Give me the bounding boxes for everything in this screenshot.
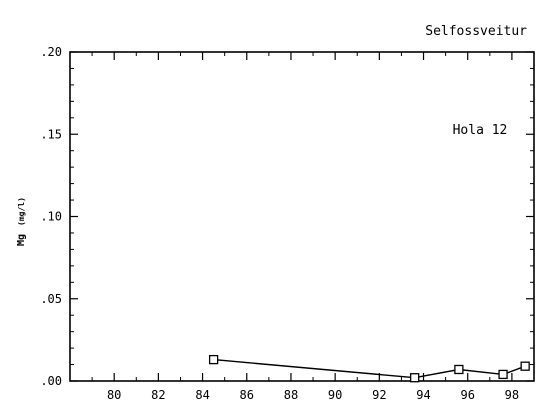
x-tick-label: 92 (372, 388, 386, 402)
y-tick-label: .20 (40, 45, 62, 59)
x-tick-label: 90 (328, 388, 342, 402)
chart-title: Selfossveitur (425, 24, 527, 39)
y-axis-label: Mg (mg/l) (16, 197, 27, 246)
y-tick-label: .05 (40, 292, 62, 306)
x-tick-label: 82 (151, 388, 165, 402)
x-tick-label: 94 (416, 388, 430, 402)
tick-labels: 80 82 84 86 88 90 92 94 96 98 .00 .05 .10 .15 .20 (40, 45, 519, 402)
plot-frame (69, 51, 535, 382)
x-tick-label: 96 (460, 388, 474, 402)
data-point (454, 364, 464, 375)
y-tick-label: .00 (40, 374, 62, 388)
x-tick-label: 88 (284, 388, 298, 402)
x-tick-label: 84 (195, 388, 209, 402)
series-line (213, 358, 526, 379)
x-tick-label: 98 (505, 388, 519, 402)
axis-ticks (70, 51, 535, 382)
y-axis-label-text: Mg (16, 234, 27, 246)
y-tick-label: .15 (40, 127, 62, 141)
data-point (410, 373, 420, 383)
data-point (208, 354, 219, 365)
x-tick-label: 86 (240, 388, 254, 402)
data-point (498, 369, 508, 380)
chart-annotation: Hola 12 (453, 123, 508, 138)
y-axis-label-unit: (mg/l) (17, 197, 26, 226)
series-layer (208, 354, 530, 383)
y-tick-label: .10 (40, 210, 62, 224)
x-tick-label: 80 (107, 388, 121, 402)
data-point (520, 361, 530, 371)
